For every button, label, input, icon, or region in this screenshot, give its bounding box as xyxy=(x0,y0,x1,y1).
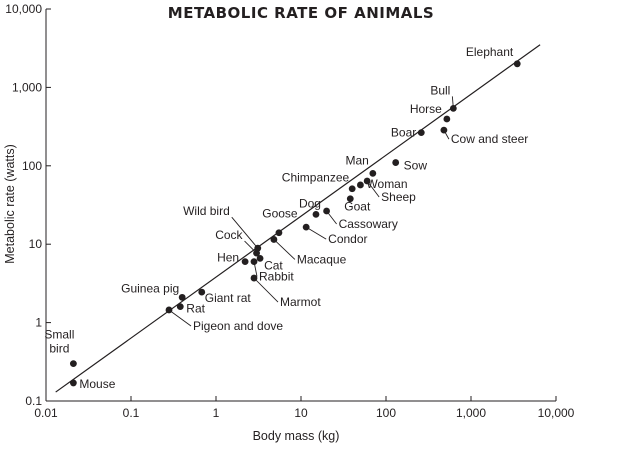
data-points xyxy=(69,60,521,387)
label-sheep: Sheep xyxy=(381,190,416,204)
label-woman: Woman xyxy=(366,177,407,191)
leader-line xyxy=(273,239,296,260)
point-guinea-pig xyxy=(178,293,186,301)
label-wild-bird: Wild bird xyxy=(183,204,230,218)
label-man: Man xyxy=(345,153,368,167)
label-goat: Goat xyxy=(344,200,371,214)
point-boar xyxy=(417,129,425,137)
trend-line xyxy=(55,44,541,393)
point-woman xyxy=(357,181,364,189)
label-bull: Bull xyxy=(430,83,450,97)
point-mouse xyxy=(69,379,77,387)
y-axis-title: Metabolic rate (watts) xyxy=(3,144,17,263)
y-tick-label: 0.1 xyxy=(25,394,42,408)
label-sow: Sow xyxy=(404,159,428,173)
label-mouse: Mouse xyxy=(79,377,115,391)
label-rabbit: Rabbit xyxy=(259,270,294,284)
x-axis-title: Body mass (kg) xyxy=(253,429,340,443)
point-cat xyxy=(256,254,264,262)
point-horse xyxy=(443,115,451,123)
y-tick-label: 1,000 xyxy=(12,80,42,94)
x-tick-label: 100 xyxy=(376,406,396,420)
point-dog xyxy=(312,210,320,218)
point-sow xyxy=(392,159,400,166)
point-small-bird xyxy=(69,360,77,367)
point-man xyxy=(369,169,377,177)
leader-line xyxy=(244,240,257,254)
x-tick-label: 10 xyxy=(294,406,308,420)
y-tick-label: 100 xyxy=(22,159,42,173)
label-marmot: Marmot xyxy=(280,295,321,309)
x-tick-label: 0.1 xyxy=(123,406,140,420)
leader-line xyxy=(443,129,450,140)
label-horse: Horse xyxy=(410,102,442,116)
label-boar: Boar xyxy=(391,126,416,140)
point-hen xyxy=(241,258,249,265)
label-hen: Hen xyxy=(217,251,239,265)
point-labels: Mouse Small bird Pigeon and dove Rat Guinea p… xyxy=(44,45,528,391)
label-pigeon-and-dove: Pigeon and dove xyxy=(193,319,283,333)
y-tick-label: 10 xyxy=(29,237,43,251)
point-giant-rat xyxy=(198,288,206,296)
label-rat: Rat xyxy=(186,302,205,316)
leader-line xyxy=(326,210,337,225)
leader-lines xyxy=(168,96,454,327)
x-tick-label: 1,000 xyxy=(456,406,486,420)
point-chimpanzee xyxy=(348,185,356,193)
x-tick-label: 0.01 xyxy=(34,406,58,420)
point-goat xyxy=(346,195,354,203)
leader-line xyxy=(305,226,327,240)
label-condor: Condor xyxy=(328,232,367,246)
axis-ticks: 0.01 0.1 1 10 100 1,000 10,0000.11101001,00010… xyxy=(5,2,574,420)
point-elephant xyxy=(513,60,521,68)
point-rat xyxy=(176,303,184,310)
leader-line xyxy=(253,277,279,303)
leader-line xyxy=(253,261,258,277)
label-macaque: Macaque xyxy=(297,252,347,266)
label-cow-and-steer: Cow and steer xyxy=(451,132,528,146)
label-chimpanzee: Chimpanzee xyxy=(282,171,350,185)
x-tick-label: 1 xyxy=(213,406,220,420)
y-tick-label: 1 xyxy=(35,316,42,330)
label-dog: Dog xyxy=(299,196,321,210)
label-cat: Cat xyxy=(264,258,283,272)
label-cock: Cock xyxy=(215,228,243,242)
label-guinea-pig: Guinea pig xyxy=(121,281,179,295)
label-giant-rat: Giant rat xyxy=(205,291,252,305)
leader-line xyxy=(168,309,192,327)
point-goose xyxy=(275,229,283,237)
label-goose: Goose xyxy=(262,207,298,221)
leader-line xyxy=(366,180,380,198)
leader-line xyxy=(231,216,259,249)
x-tick-label: 10,000 xyxy=(538,406,575,420)
leader-line xyxy=(451,96,454,109)
chart-title: METABOLIC RATE OF ANIMALS xyxy=(168,4,434,22)
label-cassowary: Cassowary xyxy=(339,217,398,231)
label-small-bird: Small bird xyxy=(44,328,74,356)
label-elephant: Elephant xyxy=(466,45,514,59)
y-tick-label: 10,000 xyxy=(5,2,42,16)
